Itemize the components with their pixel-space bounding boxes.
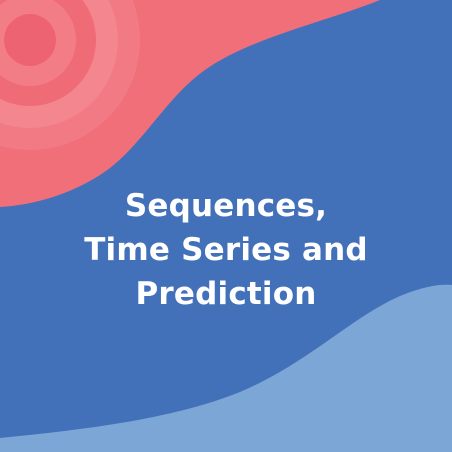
title-line-2: Time Series and (84, 232, 368, 268)
concentric-circles-decoration (0, 0, 140, 150)
course-title: Sequences, Time Series and Prediction (0, 184, 452, 316)
title-line-1: Sequences, (124, 188, 328, 224)
title-line-3: Prediction (135, 276, 317, 312)
light-blue-wave-shape (0, 284, 452, 452)
